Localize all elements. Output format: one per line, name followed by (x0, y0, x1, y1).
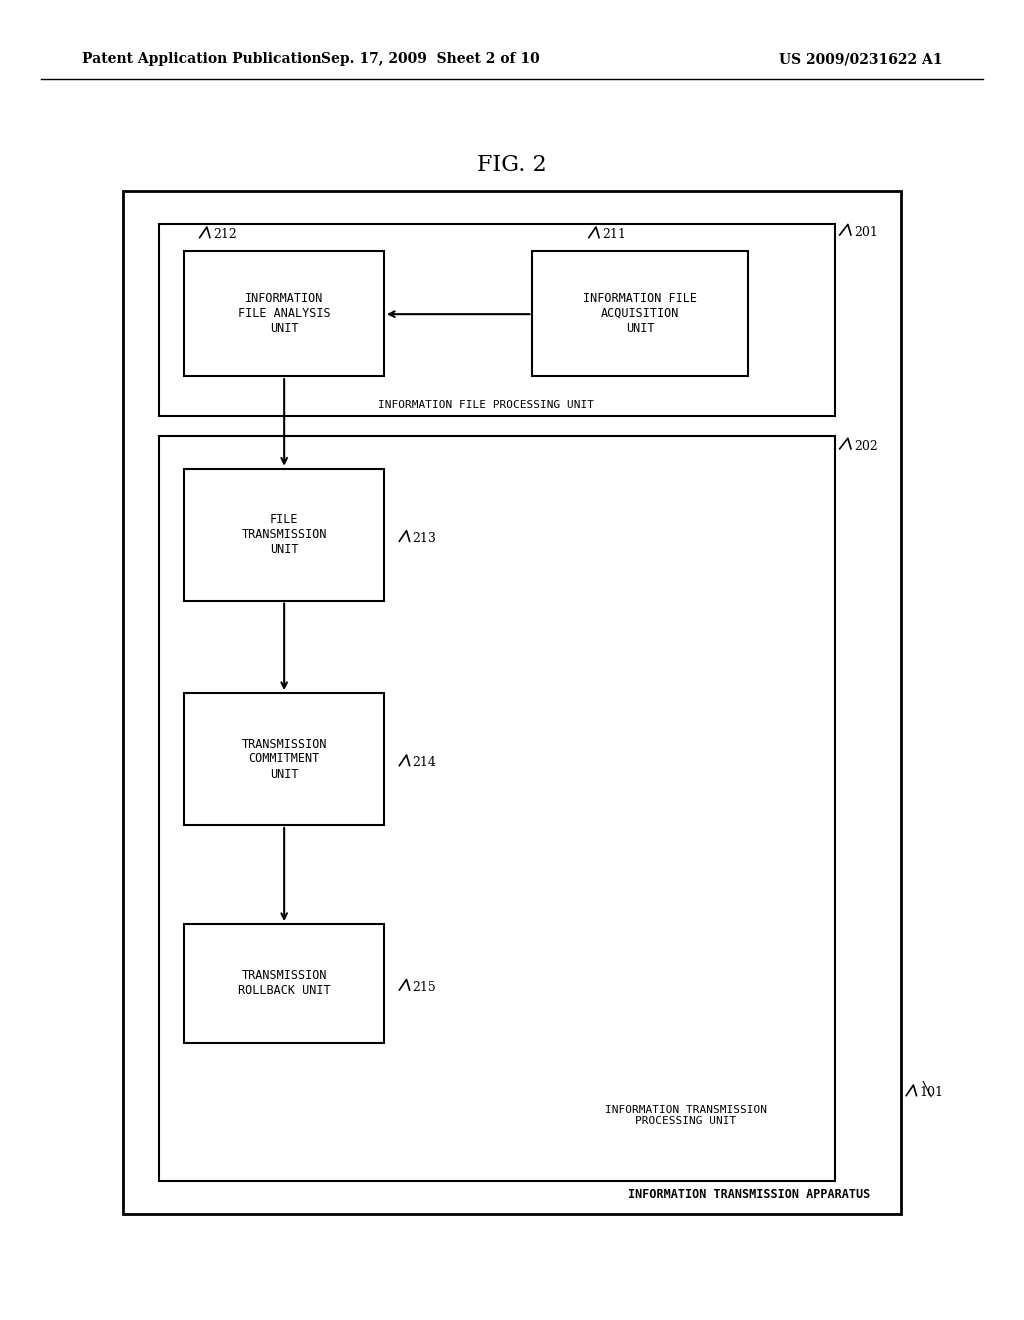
Text: 202: 202 (854, 440, 878, 453)
Text: 213: 213 (413, 532, 436, 545)
Text: INFORMATION TRANSMISSION
PROCESSING UNIT: INFORMATION TRANSMISSION PROCESSING UNIT (605, 1105, 767, 1126)
Text: 215: 215 (413, 981, 436, 994)
Text: FILE
TRANSMISSION
UNIT: FILE TRANSMISSION UNIT (242, 513, 327, 556)
Text: INFORMATION FILE PROCESSING UNIT: INFORMATION FILE PROCESSING UNIT (379, 400, 594, 411)
Text: ╲: ╲ (923, 1081, 931, 1097)
Bar (184, 469, 384, 601)
Text: 211: 211 (602, 228, 626, 242)
Bar (184, 251, 384, 376)
Text: 201: 201 (854, 226, 878, 239)
Bar (532, 251, 748, 376)
Text: US 2009/0231622 A1: US 2009/0231622 A1 (778, 53, 942, 66)
Text: 214: 214 (413, 756, 436, 770)
Text: TRANSMISSION
ROLLBACK UNIT: TRANSMISSION ROLLBACK UNIT (238, 969, 331, 998)
Bar (184, 693, 384, 825)
Text: Sep. 17, 2009  Sheet 2 of 10: Sep. 17, 2009 Sheet 2 of 10 (321, 53, 540, 66)
Text: 212: 212 (213, 228, 237, 242)
Text: INFORMATION FILE
ACQUISITION
UNIT: INFORMATION FILE ACQUISITION UNIT (583, 292, 697, 335)
Text: TRANSMISSION
COMMITMENT
UNIT: TRANSMISSION COMMITMENT UNIT (242, 738, 327, 780)
Bar (184, 924, 384, 1043)
Bar (159, 224, 835, 416)
Text: INFORMATION TRANSMISSION APPARATUS: INFORMATION TRANSMISSION APPARATUS (628, 1188, 870, 1201)
Text: INFORMATION
FILE ANALYSIS
UNIT: INFORMATION FILE ANALYSIS UNIT (238, 292, 331, 335)
Text: 101: 101 (920, 1086, 943, 1100)
Text: FIG. 2: FIG. 2 (477, 154, 547, 176)
Bar (123, 191, 901, 1214)
Bar (159, 436, 835, 1181)
Text: Patent Application Publication: Patent Application Publication (82, 53, 322, 66)
